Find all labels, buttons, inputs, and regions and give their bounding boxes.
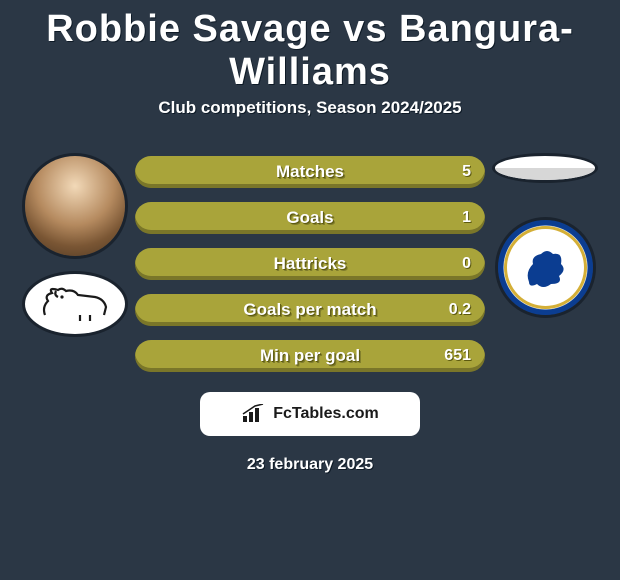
stat-label: Goals per match — [135, 300, 485, 320]
stat-bar-mpg: Min per goal 651 — [135, 340, 485, 372]
stat-bar-matches: Matches 5 — [135, 156, 485, 188]
stat-label: Min per goal — [135, 346, 485, 366]
crest-ring — [504, 226, 587, 309]
left-club-crest — [25, 274, 125, 334]
attribution-badge: FcTables.com — [200, 392, 420, 436]
stat-bar-hattricks: Hattricks 0 — [135, 248, 485, 280]
left-player-avatar — [25, 156, 125, 256]
bars-icon — [241, 404, 267, 424]
stat-value: 651 — [444, 347, 471, 365]
page-title: Robbie Savage vs Bangura-Williams — [0, 8, 620, 94]
stat-value: 1 — [462, 209, 471, 227]
footer-date: 23 february 2025 — [0, 456, 620, 474]
right-club-crest — [498, 220, 593, 315]
stat-label: Matches — [135, 162, 485, 182]
left-column — [15, 146, 135, 334]
ram-icon — [40, 285, 110, 323]
stat-value: 0 — [462, 255, 471, 273]
stat-bar-goals: Goals 1 — [135, 202, 485, 234]
comparison-row: Matches 5 Goals 1 Hattricks 0 Goals per … — [0, 146, 620, 372]
attribution-text: FcTables.com — [273, 405, 379, 423]
right-player-pill — [495, 156, 595, 180]
stat-value: 0.2 — [449, 301, 471, 319]
stat-bars: Matches 5 Goals 1 Hattricks 0 Goals per … — [135, 146, 485, 372]
stat-value: 5 — [462, 163, 471, 181]
right-column — [485, 146, 605, 315]
page-subtitle: Club competitions, Season 2024/2025 — [0, 98, 620, 118]
stat-bar-gpm: Goals per match 0.2 — [135, 294, 485, 326]
stat-label: Goals — [135, 208, 485, 228]
stat-label: Hattricks — [135, 254, 485, 274]
